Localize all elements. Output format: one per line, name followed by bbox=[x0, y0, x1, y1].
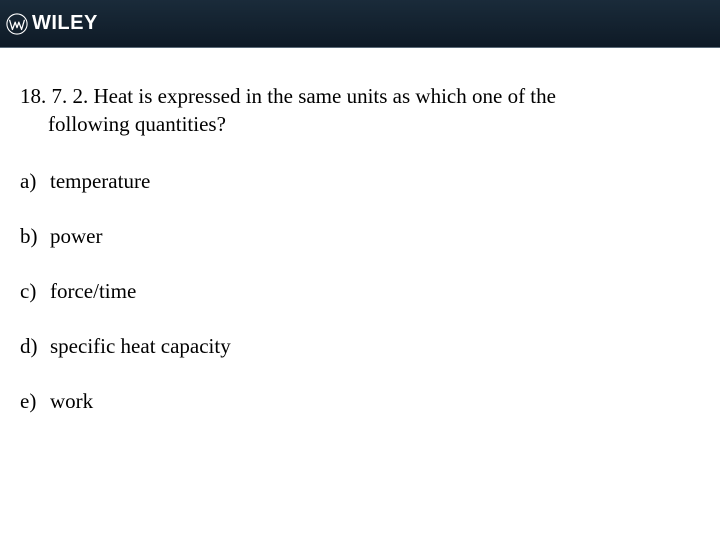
option-text: work bbox=[50, 389, 700, 414]
option-letter: a) bbox=[20, 169, 50, 194]
option-letter: e) bbox=[20, 389, 50, 414]
header-bar: WILEY bbox=[0, 0, 720, 48]
question-line-1: 18. 7. 2. Heat is expressed in the same … bbox=[20, 84, 556, 108]
option-letter: b) bbox=[20, 224, 50, 249]
option-text: power bbox=[50, 224, 700, 249]
brand-name: WILEY bbox=[32, 12, 98, 35]
option-b: b) power bbox=[20, 224, 700, 249]
option-a: a) temperature bbox=[20, 169, 700, 194]
question-line-2: following quantities? bbox=[20, 110, 700, 138]
option-text: force/time bbox=[50, 279, 700, 304]
option-text: specific heat capacity bbox=[50, 334, 700, 359]
options-list: a) temperature b) power c) force/time d)… bbox=[20, 169, 700, 414]
option-letter: d) bbox=[20, 334, 50, 359]
brand-logo: WILEY bbox=[6, 12, 98, 35]
option-text: temperature bbox=[50, 169, 700, 194]
option-e: e) work bbox=[20, 389, 700, 414]
option-c: c) force/time bbox=[20, 279, 700, 304]
option-d: d) specific heat capacity bbox=[20, 334, 700, 359]
option-letter: c) bbox=[20, 279, 50, 304]
question-text: 18. 7. 2. Heat is expressed in the same … bbox=[20, 82, 700, 139]
wiley-icon bbox=[6, 13, 28, 35]
slide-content: 18. 7. 2. Heat is expressed in the same … bbox=[0, 48, 720, 414]
